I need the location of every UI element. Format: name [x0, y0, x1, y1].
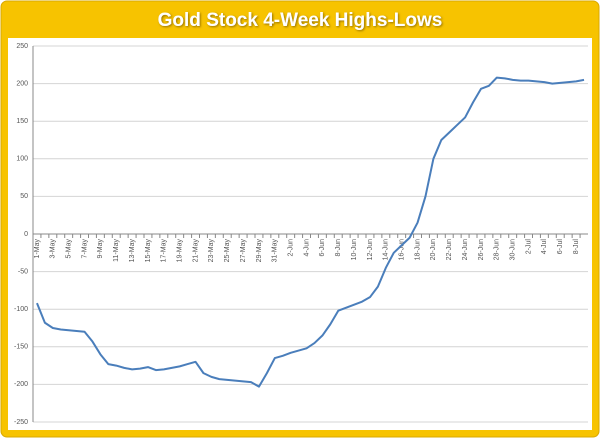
- x-tick-label: 16-Jun: [399, 239, 406, 261]
- line: [36, 76, 585, 388]
- x-tick-label: 10-Jun: [351, 239, 358, 261]
- x-tick-label: 25-May: [224, 239, 231, 263]
- x-tick-label: 11-May: [113, 239, 120, 262]
- chart-title: Gold Stock 4-Week Highs-Lows: [158, 10, 443, 31]
- x-tick-label: 13-May: [129, 239, 136, 263]
- y-tick-label: -150: [14, 344, 28, 351]
- x-tick-label: 27-May: [240, 239, 247, 263]
- x-tick-label: 3-May: [50, 239, 57, 259]
- x-tick-label: 24-Jun: [462, 239, 469, 261]
- y-tick-label: 250: [16, 43, 28, 50]
- y-tick-label: 50: [20, 193, 28, 200]
- x-tick-label: 19-May: [177, 239, 184, 263]
- x-tick-label: 12-Jun: [367, 239, 374, 261]
- x-tick-label: 4-Jun: [303, 239, 310, 257]
- y-tick-label: -250: [14, 419, 28, 426]
- y-tick-label: 200: [16, 80, 28, 87]
- x-tick-label: 31-May: [272, 239, 279, 263]
- y-tick-label: 100: [16, 156, 28, 163]
- y-tick-label: -200: [14, 381, 28, 388]
- x-tick-label: 4-Jul: [541, 239, 548, 255]
- x-tick-label: 21-May: [192, 239, 199, 263]
- x-tick-label: 28-Jun: [494, 239, 501, 261]
- x-tick-label: 20-Jun: [430, 239, 437, 261]
- x-tick-label: 2-Jun: [288, 239, 295, 257]
- x-tick-label: 6-Jun: [319, 239, 326, 257]
- x-tick-label: 2-Jul: [525, 239, 532, 255]
- x-tick-label: 7-May: [81, 239, 88, 259]
- x-tick-label: 1-May: [34, 239, 41, 259]
- y-tick-label: 150: [16, 118, 28, 125]
- x-tick-label: 29-May: [256, 239, 263, 263]
- x-tick-label: 8-Jun: [335, 239, 342, 257]
- x-tick-label: 9-May: [97, 239, 104, 259]
- x-tick-label: 8-Jul: [573, 239, 580, 255]
- x-tick-label: 15-May: [145, 239, 152, 263]
- x-tick-label: 26-Jun: [478, 239, 485, 261]
- y-tick-label: -100: [14, 306, 28, 313]
- x-tick-label: 14-Jun: [383, 239, 390, 261]
- x-tick-label: 17-May: [161, 239, 168, 263]
- x-tick-label: 18-Jun: [414, 239, 421, 261]
- x-tick-label: 22-Jun: [446, 239, 453, 261]
- x-tick-label: 5-May: [66, 239, 73, 259]
- y-tick-label: 0: [24, 231, 28, 238]
- x-tick-label: 6-Jul: [557, 239, 564, 255]
- x-tick-label: 23-May: [208, 239, 215, 263]
- y-tick-label: -50: [18, 268, 28, 275]
- x-tick-label: 30-Jun: [510, 239, 517, 261]
